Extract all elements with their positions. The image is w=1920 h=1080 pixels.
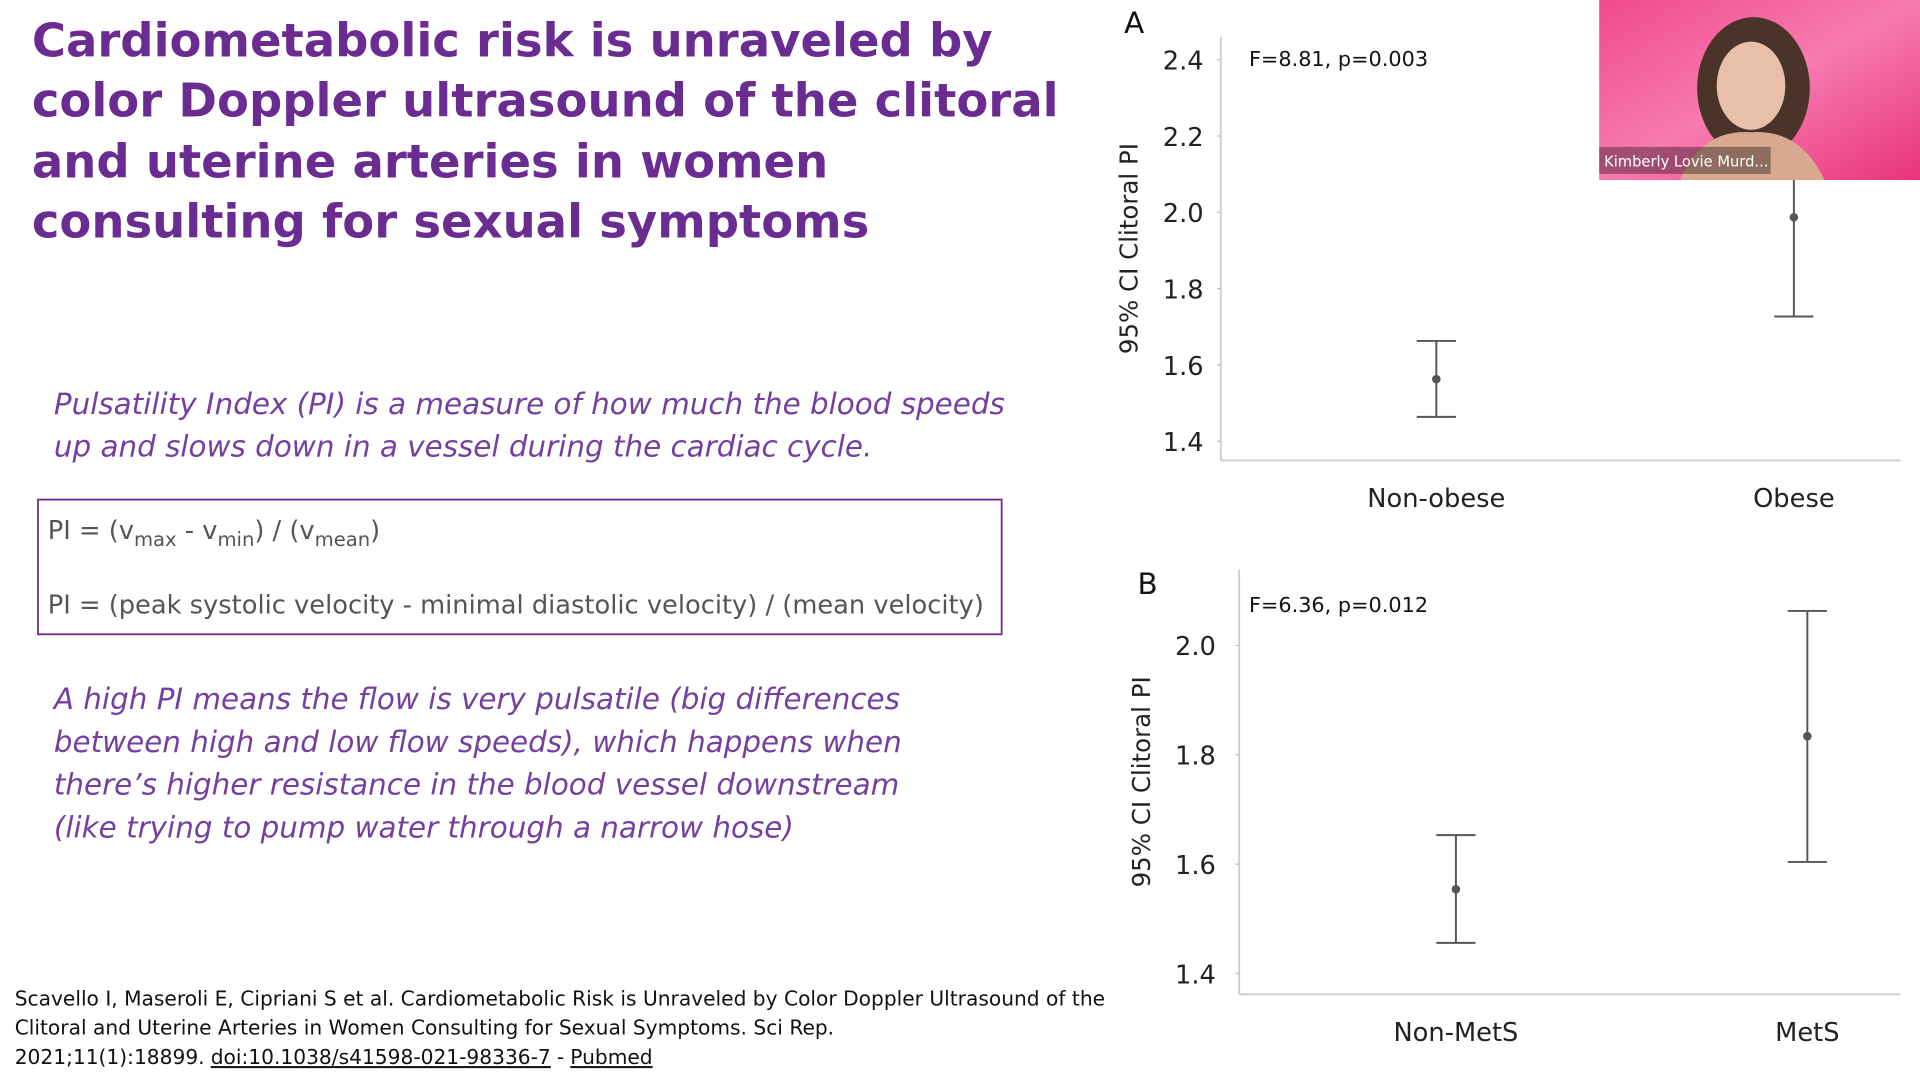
separator: - bbox=[557, 1045, 564, 1069]
formula-part: - v bbox=[177, 516, 218, 546]
y-tick-label: 1.8 bbox=[1163, 275, 1204, 305]
formula-subscript: min bbox=[217, 528, 254, 551]
y-tick-label: 1.6 bbox=[1175, 851, 1216, 881]
explanation-line: between high and low flow speeds), which… bbox=[54, 725, 902, 759]
x-tick-label: Obese bbox=[1753, 484, 1835, 514]
y-tick-label: 1.8 bbox=[1175, 742, 1216, 772]
participant-face bbox=[1716, 41, 1786, 130]
formula-2: PI = (peak systolic velocity - minimal d… bbox=[48, 590, 984, 620]
mean-point bbox=[1789, 212, 1799, 222]
doi-link[interactable]: doi:10.1038/s41598-021-98336-7 bbox=[211, 1045, 551, 1069]
y-axis-label: 95% CI Clitoral PI bbox=[1127, 676, 1156, 887]
y-tick-label: 1.6 bbox=[1163, 352, 1204, 382]
formula-box bbox=[37, 498, 1003, 636]
formula-subscript: mean bbox=[315, 528, 371, 551]
participant-shoulders bbox=[1680, 132, 1825, 180]
x-tick-label: MetS bbox=[1775, 1018, 1839, 1048]
formula-1: PI = (vmax - vmin) / (vmean) bbox=[48, 516, 380, 551]
title-line: Cardiometabolic risk is unraveled by bbox=[32, 13, 993, 67]
reference-line: 2021;11(1):18899. doi:10.1038/s41598-021-… bbox=[15, 1045, 653, 1069]
y-tick-label: 1.4 bbox=[1175, 960, 1216, 990]
y-tick-label: 2.4 bbox=[1163, 46, 1204, 76]
video-tile: Kimberly Lovie Murd... bbox=[1599, 0, 1920, 180]
formula-part: PI = (v bbox=[48, 516, 134, 546]
title: Cardiometabolic risk is unraveled by col… bbox=[32, 13, 1059, 248]
definition-line: up and slows down in a vessel during the… bbox=[54, 430, 872, 464]
mean-point bbox=[1432, 374, 1441, 384]
title-line: color Doppler ultrasound of the clitoral bbox=[32, 73, 1059, 127]
formula-part: ) / (v bbox=[254, 516, 314, 546]
x-tick-label: Non-obese bbox=[1367, 484, 1505, 514]
panel-label: A bbox=[1124, 6, 1144, 40]
formula-part: ) bbox=[370, 516, 380, 546]
annotation: F=8.81, p=0.003 bbox=[1249, 47, 1428, 71]
y-tick-label: 2.0 bbox=[1175, 632, 1216, 662]
reference-text: 2021;11(1):18899. bbox=[15, 1045, 205, 1069]
reference-line: Scavello I, Maseroli E, Cipriani S et al… bbox=[15, 986, 1105, 1010]
title-line: and uterine arteries in women bbox=[32, 135, 828, 189]
charts: 1.4 1.6 1.8 2.0 2.2 2.4 95% CI Clitoral PI A F=8… bbox=[1115, 6, 1901, 1048]
y-tick-label: 2.0 bbox=[1163, 199, 1204, 229]
explanation-line: (like trying to pump water through a nar… bbox=[54, 811, 794, 845]
reference-line: Clitoral and Uterine Arteries in Women C… bbox=[15, 1016, 834, 1040]
participant-name: Kimberly Lovie Murd... bbox=[1604, 154, 1768, 171]
y-axis-label: 95% CI Clitoral PI bbox=[1115, 143, 1144, 354]
mean-point bbox=[1803, 731, 1812, 741]
pubmed-link[interactable]: Pubmed bbox=[570, 1045, 652, 1069]
x-tick-label: Non-MetS bbox=[1393, 1018, 1518, 1048]
explanation-line: there’s higher resistance in the blood v… bbox=[54, 768, 899, 802]
mean-point bbox=[1451, 885, 1461, 894]
formula-subscript: max bbox=[134, 528, 177, 551]
annotation: F=6.36, p=0.012 bbox=[1249, 593, 1428, 617]
explanation-line: A high PI means the flow is very pulsati… bbox=[52, 682, 900, 716]
panel-label: B bbox=[1138, 567, 1158, 601]
name-background bbox=[1599, 146, 1771, 174]
y-tick-label: 1.4 bbox=[1163, 428, 1204, 458]
definition-line: Pulsatility Index (PI) is a measure of h… bbox=[54, 387, 1005, 421]
y-tick-label: 2.2 bbox=[1163, 123, 1204, 153]
title-line: consulting for sexual symptoms bbox=[32, 195, 870, 249]
